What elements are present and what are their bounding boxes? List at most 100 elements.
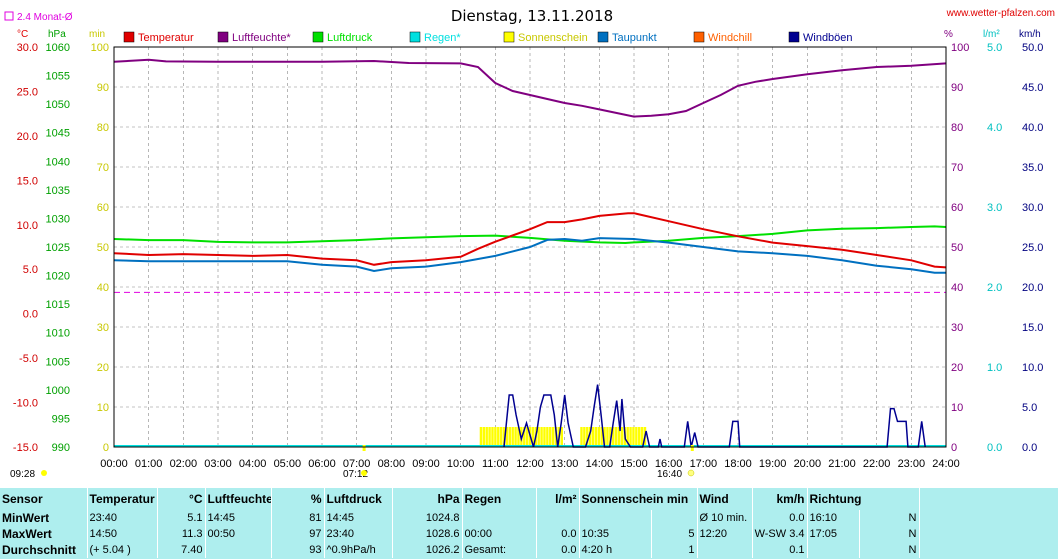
stats-spacer — [919, 542, 1058, 558]
x-tick-label: 15:00 — [620, 458, 648, 470]
temp-tick-label: 10.0 — [17, 220, 38, 232]
rain-tick-label: 0.0 — [987, 442, 1002, 454]
sun-marker — [690, 445, 694, 451]
series-line-luftdruck — [113, 225, 947, 245]
sunshine-bar — [583, 427, 586, 447]
max-hum-val: 97 — [271, 526, 325, 542]
sunshine-bar — [546, 427, 549, 447]
hdr-rain: Regen — [462, 488, 537, 510]
min-sun-time — [579, 510, 652, 526]
sunshine-bar — [531, 427, 535, 447]
hum-tick-label: 50 — [951, 242, 963, 254]
press-tick-label: 990 — [52, 442, 70, 454]
chart-background — [0, 0, 1058, 488]
x-tick-label: 24:00 — [932, 458, 960, 470]
website-label[interactable]: www.wetter-pfalzen.com — [946, 8, 1055, 19]
weather-chart: Dienstag, 13.11.2018 www.wetter-pfalzen.… — [0, 0, 1058, 488]
row-label: Durchschnitt — [0, 542, 88, 558]
temp-tick-label: 20.0 — [17, 131, 38, 143]
stats-table: Sensor Temperatur °C Luftfeuchte % Luftd… — [0, 488, 1058, 559]
legend-label: Taupunkt — [612, 32, 657, 44]
sunshine-bar — [517, 427, 520, 447]
hum-tick-label: 70 — [951, 162, 963, 174]
wind-tick-label: 10.0 — [1022, 362, 1043, 374]
sunshine-bar — [580, 427, 583, 447]
sunshine-bar — [594, 427, 598, 447]
press-tick-label: 1000 — [46, 385, 70, 397]
temp-tick-label: 0.0 — [23, 309, 38, 321]
sunshine-bar — [525, 427, 529, 447]
sunshine-bar — [609, 427, 612, 447]
press-tick-label: 1025 — [46, 242, 70, 254]
sunshine-bar — [603, 427, 606, 447]
press-tick-label: 1045 — [46, 128, 70, 140]
x-tick-label: 14:00 — [586, 458, 614, 470]
press-tick-label: 1020 — [46, 271, 70, 283]
rain-tick-label: 3.0 — [987, 202, 1002, 214]
hum-tick-label: 60 — [951, 202, 963, 214]
stats-spacer — [919, 510, 1058, 526]
temp-unit: °C — [17, 29, 28, 40]
avg-dir-val: N — [859, 542, 920, 558]
wind-tick-label: 30.0 — [1022, 202, 1043, 214]
sunshine-bar — [560, 427, 563, 447]
min-hum-time: 14:45 — [205, 510, 272, 526]
legend-swatch — [503, 31, 515, 43]
hdr-temp: Temperatur — [87, 488, 158, 510]
press-tick-label: 1060 — [46, 42, 70, 54]
avg-sun-time: 4:20 h — [579, 542, 652, 558]
wind-tick-label: 45.0 — [1022, 82, 1043, 94]
min-wind-time: Ø 10 min. — [697, 510, 753, 526]
max-wind-time: 12:20 — [697, 526, 753, 542]
max-press-val: 1028.6 — [392, 526, 463, 542]
min-tick-label: 30 — [97, 322, 109, 334]
sunshine-bar — [505, 427, 509, 447]
press-tick-label: 1030 — [46, 213, 70, 225]
avg-press-time: ^0.9hPa/h — [324, 542, 393, 558]
x-tick-label: 18:00 — [724, 458, 752, 470]
temp-tick-label: 5.0 — [23, 264, 38, 276]
hdr-dir: Richtung — [807, 488, 920, 510]
wind-tick-label: 50.0 — [1022, 42, 1043, 54]
legend-swatch — [409, 31, 421, 43]
x-tick-label: 20:00 — [794, 458, 822, 470]
legend-label: Regen* — [424, 32, 461, 44]
max-temp-time: 14:50 — [87, 526, 158, 542]
press-tick-label: 1005 — [46, 356, 70, 368]
plot-frame — [113, 46, 947, 448]
sunshine-bar — [511, 427, 514, 447]
hdr-sun: Sonnenschein min — [579, 488, 698, 510]
sunshine-bar — [488, 427, 491, 447]
hdr-sensor: Sensor — [0, 488, 88, 510]
x-tick-label: 23:00 — [898, 458, 926, 470]
sunshine-bar — [502, 427, 506, 447]
sunshine-bar — [549, 427, 552, 447]
avg-hum-time — [205, 542, 272, 558]
rain-tick-label: 4.0 — [987, 122, 1002, 134]
min-tick-label: 10 — [97, 402, 109, 414]
legend-swatch — [788, 31, 800, 43]
min-rain-time — [462, 510, 537, 526]
min-tick-label: 20 — [97, 362, 109, 374]
legend-swatch — [217, 31, 229, 43]
rain-unit: l/m² — [983, 29, 1000, 40]
avg-rain-val: 0.0 — [536, 542, 580, 558]
x-tick-label: 01:00 — [135, 458, 163, 470]
sunshine-bar — [494, 427, 497, 447]
x-tick-label: 08:00 — [378, 458, 406, 470]
press-tick-label: 1040 — [46, 156, 70, 168]
monthly-avg-label: 2.4 Monat-Ø — [17, 12, 73, 23]
x-tick-label: 11:00 — [482, 458, 509, 470]
x-tick-label: 07:00 — [343, 458, 371, 470]
min-tick-label: 50 — [97, 242, 109, 254]
row-label: MinWert — [0, 510, 88, 526]
hum-tick-label: 40 — [951, 282, 963, 294]
sunshine-bar — [543, 427, 546, 447]
sunshine-bar — [640, 427, 644, 447]
sunshine-bar — [629, 427, 632, 447]
avg-temp-time: (+ 5.04 ) — [87, 542, 158, 558]
hdr-hum-unit: % — [271, 488, 325, 510]
press-tick-label: 1050 — [46, 99, 70, 111]
max-rain-time: 00:00 — [462, 526, 537, 542]
min-tick-label: 0 — [103, 442, 109, 454]
